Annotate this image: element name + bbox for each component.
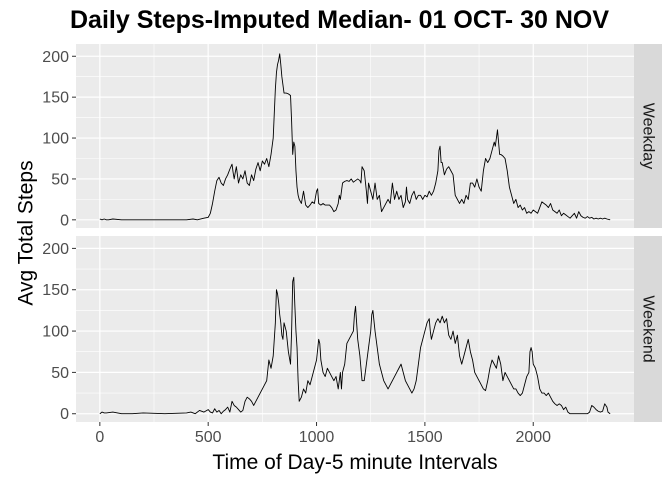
y-tick-label: 150 [42,90,69,107]
y-tick-label: 0 [60,406,69,423]
y-tick-label: 200 [42,241,69,258]
facet-strip-label: Weekend [640,295,657,362]
y-tick-label: 200 [42,49,69,66]
facet-panel-weekday: 0 50 100 150 200 Weekday [42,44,662,229]
facet-strip [634,44,662,228]
x-tick-label: 0 [95,429,104,446]
series-line-weekend [99,276,611,415]
y-tick-label: 0 [60,212,69,229]
facet-strip-label: Weekday [640,103,657,169]
panel-background [76,44,634,228]
y-tick-label: 100 [42,131,69,148]
x-axis-title: Time of Day-5 minute Intervals [212,451,497,474]
chart-title: Daily Steps-Imputed Median- 01 OCT- 30 N… [70,6,609,34]
x-tick-label: 500 [195,429,222,446]
facet-panel-weekend: 0 50 100 150 200 Weekend [42,236,662,423]
facet-strip [634,236,662,422]
y-tick-label: 50 [51,171,69,188]
y-tick-label: 50 [51,365,69,382]
x-tick-label: 1500 [407,429,443,446]
panel-background [76,236,634,422]
y-tick-label: 100 [42,324,69,341]
x-tick-label: 2000 [515,429,551,446]
series-line-weekday [99,53,611,221]
x-tick-label: 1000 [299,429,335,446]
y-axis-title: Avg Total Steps [15,160,38,305]
y-tick-label: 150 [42,282,69,299]
